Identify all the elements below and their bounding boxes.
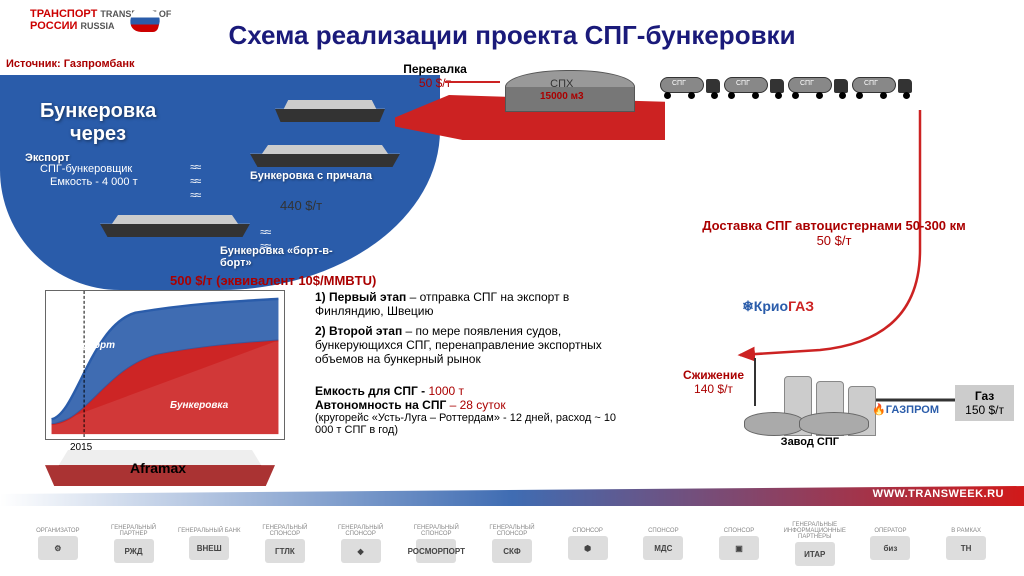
capacity-label: Емкость - 4 000 т	[50, 176, 138, 188]
chart-export-label: Экспорт	[70, 340, 115, 351]
sponsor-item: ГЕНЕРАЛЬНЫЙ СПОНСОРГТЛК	[250, 525, 320, 565]
chart-bunker-label: Бункеровка	[170, 400, 228, 411]
sponsor-row: ОРГАНИЗАТОР⚙ГЕНЕРАЛЬНЫЙ ПАРТНЕРРЖДГЕНЕРА…	[0, 522, 1024, 568]
plant-label: Завод СПГ	[781, 436, 839, 448]
url: WWW.TRANSWEEK.RU	[873, 488, 1004, 500]
perevалка: Перевалка 50 $/т	[385, 62, 485, 90]
lq-name: Сжижение	[683, 368, 744, 382]
kriogaz-logo: ❄КриоГАЗ	[742, 298, 814, 315]
logo-ru1: ТРАНСПОРТ	[30, 8, 97, 20]
delivery-line2: 50 $/т	[674, 233, 994, 248]
waves-icon: ≈≈≈≈≈≈	[190, 160, 199, 202]
truck-row: СПГ СПГ СПГ СПГ	[660, 75, 912, 105]
footer-stripe	[0, 486, 1024, 506]
sponsor-item: ГЕНЕРАЛЬНЫЙ ПАРТНЕРРЖД	[99, 525, 169, 565]
sponsor-item: В РАМКАХТН	[931, 528, 1001, 562]
bunkership-label: СПГ-бункеровщик	[40, 163, 132, 175]
lng-plant	[744, 356, 924, 436]
berth-label: Бункеровка с причала	[250, 170, 372, 182]
gas-rate: 150 $/т	[965, 403, 1004, 417]
chart	[45, 290, 285, 440]
route-text: (кругорейс «Усть-Луга – Роттердам» - 12 …	[315, 412, 635, 436]
perevалка-rate: 50 $/т	[419, 76, 451, 90]
sponsor-item: ГЕНЕРАЛЬНЫЙ СПОНСОРРОСМОРПОРТ	[401, 525, 471, 565]
sponsor-item: ОПЕРАТОРбиз	[855, 528, 925, 562]
board-rate: 500 $/т (эквивалент 10$/ММBTU)	[170, 273, 376, 288]
storage-name: СПХ	[550, 78, 573, 90]
liquefaction-label: Сжижение 140 $/т	[683, 368, 744, 396]
sponsor-item: СПОНСОРМДС	[628, 528, 698, 562]
truck: СПГ	[724, 75, 784, 105]
sponsor-item: ОРГАНИЗАТОР⚙	[23, 528, 93, 562]
auto-label: Автономность на СПГ	[315, 398, 450, 412]
bunker-title: Бункеровка через	[40, 100, 156, 146]
storage-volume: 15000 м3	[540, 91, 584, 102]
ship-mid	[250, 145, 400, 167]
bunker-title-1: Бункеровка	[40, 100, 156, 122]
truck: СПГ	[788, 75, 848, 105]
aframax-label: Aframax	[130, 460, 186, 476]
ship-top	[275, 100, 385, 122]
sponsor-item: ГЕНЕРАЛЬНЫЙ СПОНСОР◆	[326, 525, 396, 565]
delivery-line1: Доставка СПГ автоцистернами 50-300 км	[674, 218, 994, 233]
cap-label: Емкость для СПГ -	[315, 384, 429, 398]
sponsor-item: ГЕНЕРАЛЬНЫЕ ИНФОРМАЦИОННЫЕ ПАРТНЕРЫИТАР	[780, 522, 850, 568]
chart-svg	[46, 291, 284, 439]
sponsor-item: ГЕНЕРАЛЬНЫЙ СПОНСОРСКФ	[477, 525, 547, 565]
sponsor-item: ГЕНЕРАЛЬНЫЙ БАНКВНЕШ	[174, 528, 244, 562]
footer: ОРГАНИЗАТОР⚙ГЕНЕРАЛЬНЫЙ ПАРТНЕРРЖДГЕНЕРА…	[0, 506, 1024, 576]
truck: СПГ	[852, 75, 912, 105]
ship-bottom	[100, 215, 250, 237]
delivery-box: Доставка СПГ автоцистернами 50-300 км 50…	[674, 218, 994, 248]
gazprom-logo: 🔥ГАЗПРОМ	[872, 403, 939, 416]
lq-rate: 140 $/т	[694, 382, 733, 396]
gas-label: Газ	[975, 389, 994, 403]
description-block: 1) Первый этап – отправка СПГ на экспорт…	[315, 290, 635, 436]
berth-rate: 440 $/т	[280, 198, 322, 213]
source-label: Источник: Газпромбанк	[6, 58, 135, 70]
cap-val: 1000 т	[429, 384, 465, 398]
truck: СПГ	[660, 75, 720, 105]
bunker-title-2: через	[70, 123, 126, 145]
sponsor-item: СПОНСОР⬢	[553, 528, 623, 562]
auto-val: – 28 суток	[450, 398, 506, 412]
step1-bold: 1) Первый этап	[315, 290, 406, 304]
perevалка-label: Перевалка	[403, 62, 467, 76]
storage-label: СПХ 15000 м3	[540, 78, 584, 102]
sponsor-item: СПОНСОР▣	[704, 528, 774, 562]
gas-box: Газ 150 $/т	[955, 385, 1014, 421]
step2-bold: 2) Второй этап	[315, 324, 402, 338]
page-title: Схема реализации проекта СПГ-бункеровки	[0, 20, 1024, 51]
board-label: Бункеровка «борт-в-борт»	[220, 245, 350, 269]
